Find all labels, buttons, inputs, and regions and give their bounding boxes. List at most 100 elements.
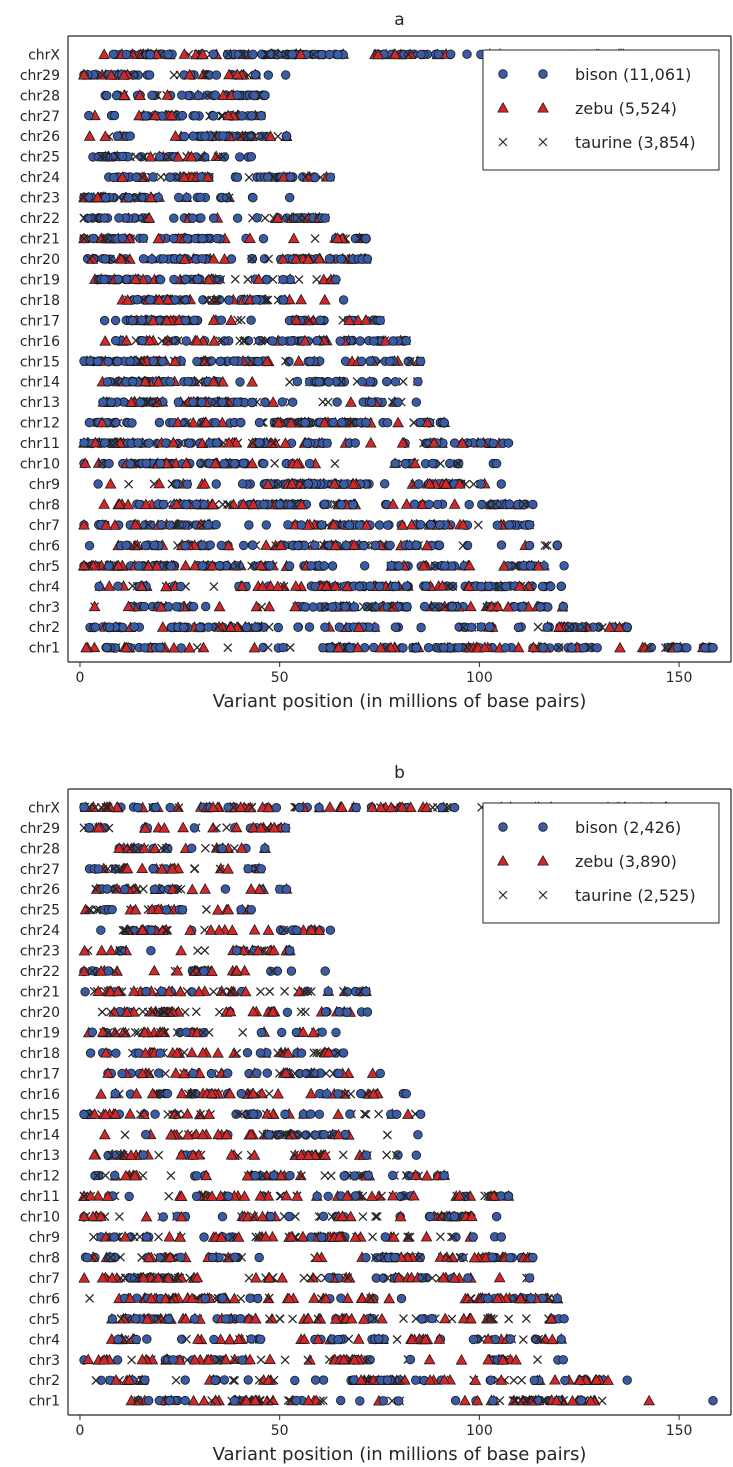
zebu-point: [112, 559, 125, 571]
bison-point: [390, 622, 401, 632]
taurine-point: [310, 234, 320, 244]
zebu-point: [156, 621, 169, 632]
zebu-point: [436, 579, 449, 591]
bison-point: [383, 520, 393, 530]
bison-point: [128, 377, 138, 387]
bison-point: [310, 172, 320, 183]
bison-point: [208, 111, 219, 121]
bison-point: [255, 1048, 266, 1058]
bison-point: [99, 315, 110, 326]
bison-point: [372, 1252, 382, 1263]
bison-point: [229, 1396, 240, 1406]
bison-point: [98, 397, 108, 407]
bison-point: [319, 1129, 329, 1140]
bison-point: [214, 274, 225, 285]
bison-point: [150, 1109, 160, 1119]
bison-point: [513, 622, 524, 633]
bison-point: [338, 295, 349, 305]
bison-point: [439, 643, 449, 653]
bison-point: [247, 540, 258, 550]
bison-point: [199, 1232, 209, 1242]
bison-point: [198, 295, 208, 305]
taurine-point: [280, 1355, 290, 1365]
bison-point: [427, 458, 438, 469]
taurine-point: [296, 1007, 306, 1017]
bison-point: [246, 111, 257, 121]
bison-point: [254, 417, 265, 428]
taurine-point: [243, 275, 253, 284]
taurine-point: [97, 459, 107, 469]
zebu-point: [285, 416, 297, 428]
bison-point: [496, 479, 507, 489]
bison-point: [398, 643, 408, 653]
taurine-point: [382, 1130, 392, 1140]
zebu-point: [421, 539, 433, 551]
bison-point: [251, 622, 261, 633]
bison-point: [244, 520, 254, 530]
y-tick-label: chr12: [20, 1169, 60, 1185]
bison-point: [700, 643, 710, 653]
bison-point: [87, 1027, 98, 1037]
bison-point: [141, 1232, 152, 1242]
legend: bison (11,061)zebu (5,524)taurine (3,854…: [482, 49, 720, 171]
bison-point: [176, 1252, 186, 1263]
taurine-point: [294, 275, 304, 285]
bison-point: [200, 131, 210, 141]
bison-point: [361, 417, 371, 428]
taurine-point: [285, 377, 295, 387]
bison-point: [427, 1313, 437, 1324]
bison-point: [315, 315, 326, 325]
bison-point: [354, 581, 365, 592]
zebu-point: [264, 580, 277, 591]
zebu-point: [353, 621, 365, 632]
zebu-point: [387, 498, 399, 509]
bison-point: [144, 70, 155, 80]
bison-point: [155, 275, 166, 285]
zebu-point: [174, 1231, 187, 1242]
bison-point: [259, 499, 269, 510]
bison-point: [416, 49, 426, 60]
bison-point: [84, 110, 94, 121]
taurine-point: [320, 1171, 330, 1181]
taurine-point: [469, 479, 479, 489]
bison-point: [229, 459, 240, 469]
bison-point: [169, 213, 179, 223]
taurine-point: [110, 438, 120, 448]
bison-point: [113, 274, 123, 285]
bison-point: [388, 1170, 398, 1181]
bison-point: [361, 1150, 372, 1160]
taurine-point: [387, 602, 397, 612]
bison-point: [505, 1334, 516, 1344]
zebu-point: [122, 498, 134, 510]
taurine-point: [509, 1375, 519, 1385]
bison-point: [341, 540, 352, 551]
taurine-point: [85, 1293, 95, 1303]
bison-point: [468, 1334, 479, 1345]
bison-point: [93, 479, 103, 489]
bison-point: [417, 1314, 427, 1324]
bison-point: [210, 90, 221, 100]
bison-point: [385, 540, 395, 551]
bison-point: [258, 233, 269, 244]
taurine-point: [275, 1314, 285, 1324]
bison-point: [320, 213, 330, 223]
bison-point: [145, 295, 155, 305]
bison-point: [165, 172, 175, 182]
zebu-point: [295, 293, 307, 305]
zebu-point: [160, 580, 172, 592]
y-tick-label: chr14: [20, 375, 60, 391]
taurine-point: [430, 561, 440, 571]
zebu-point: [263, 600, 276, 612]
chart-title: b: [394, 763, 405, 783]
zebu-point: [553, 620, 566, 632]
bison-point: [440, 561, 450, 571]
bison-point: [109, 1170, 120, 1181]
zebu-point: [113, 498, 126, 509]
bison-point: [445, 458, 455, 469]
bison-point: [242, 1047, 253, 1058]
zebu-point: [421, 1169, 433, 1181]
zebu-point: [187, 416, 200, 428]
y-tick-label: chr16: [20, 1087, 60, 1103]
bison-point: [125, 131, 135, 141]
taurine-point: [144, 520, 153, 530]
